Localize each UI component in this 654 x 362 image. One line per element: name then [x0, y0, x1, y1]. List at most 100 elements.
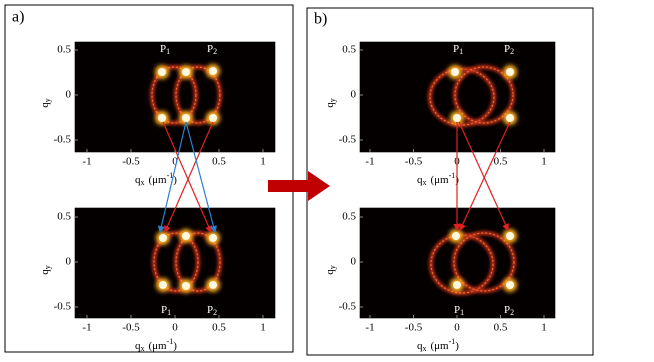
y-tick-label: -0.5 [54, 301, 72, 313]
label-part: q [324, 269, 336, 275]
label-part: P [504, 43, 510, 55]
label-part: -1 [167, 337, 174, 346]
peak-label: P1 [454, 304, 464, 317]
label-part: P [207, 43, 213, 55]
x-tick-label: -0.5 [405, 156, 423, 168]
label-part: x [423, 178, 427, 187]
peak-connector [157, 121, 187, 234]
x-axis-label: qx(μm-1) [417, 171, 459, 187]
peak-spot [182, 114, 190, 122]
peak-spot [209, 114, 217, 122]
x-tick-label: 1 [260, 322, 266, 334]
x-tick-label: -0.5 [122, 322, 140, 334]
x-axis-label: qx(μm-1) [135, 337, 177, 353]
peak-spot [209, 281, 217, 289]
panel-label: a) [12, 9, 24, 26]
label-part: P [454, 304, 460, 316]
peak-spot [209, 234, 217, 242]
x-tick-label: 1 [260, 156, 266, 168]
ring-core [175, 232, 221, 292]
label-part: -1 [449, 337, 456, 346]
x-tick-label: -0.5 [122, 156, 140, 168]
x-tick-label: 0.5 [494, 322, 508, 334]
label-part: (μm [149, 174, 168, 186]
label-part: P [160, 43, 166, 55]
label-part: 1 [166, 47, 170, 56]
label-part: q [324, 102, 336, 108]
peak-spot [506, 281, 514, 289]
label-part: 1 [459, 47, 463, 56]
peak-spot [159, 281, 167, 289]
y-tick-label: 0 [66, 256, 72, 268]
peak-connector [185, 121, 217, 234]
peak-spot [453, 281, 461, 289]
x-tick-label: -0.5 [405, 322, 423, 334]
label-part: (μm [431, 340, 450, 352]
label-part: q [135, 174, 141, 186]
label-part: P [161, 304, 167, 316]
y-tick-label: 0.5 [57, 44, 71, 56]
x-tick-label: 0.5 [494, 156, 508, 168]
label-part: 2 [213, 47, 217, 56]
x-tick-label: 0.5 [212, 322, 226, 334]
ring-core [175, 66, 221, 124]
peak-spot [452, 232, 460, 240]
peak-label: P1 [453, 43, 463, 56]
y-tick-label: 0.5 [342, 211, 356, 223]
y-tick-label: -0.5 [339, 134, 357, 146]
label-part: x [141, 178, 145, 187]
x-tick-label: 0.5 [212, 156, 226, 168]
y-axis-label: qy [324, 265, 337, 275]
ring-core [453, 232, 515, 292]
x-tick-label: 0 [172, 156, 178, 168]
y-tick-label: -0.5 [339, 301, 357, 313]
y-tick-label: -0.5 [54, 134, 72, 146]
y-tick-label: 0 [351, 89, 357, 101]
label-part: q [39, 269, 51, 275]
y-axis-label: qy [324, 98, 337, 108]
y-axis-label: qy [39, 98, 52, 108]
y-axis-label: qy [39, 265, 52, 275]
y-tick-label: 0 [66, 89, 72, 101]
panel-label: b) [314, 11, 327, 28]
label-part: P [207, 304, 213, 316]
label-part: P [453, 43, 459, 55]
peak-spot [158, 114, 166, 122]
peak-spot [506, 232, 514, 240]
peak-spot [506, 68, 514, 76]
x-tick-label: 0 [172, 322, 178, 334]
label-part: y [43, 265, 52, 269]
ring-core [454, 66, 514, 124]
label-part: y [328, 265, 337, 269]
peak-label: P2 [207, 304, 217, 317]
peak-connector [459, 121, 511, 232]
label-part: 2 [510, 47, 514, 56]
peak-connector [164, 121, 214, 234]
label-part: -1 [167, 171, 174, 180]
label-part: P [504, 304, 510, 316]
ring-core [429, 68, 495, 126]
peak-connector [162, 121, 212, 234]
peak-spot [451, 68, 459, 76]
panel-frame [4, 4, 294, 353]
x-tick-label: -1 [365, 322, 374, 334]
peak-label: P2 [504, 43, 514, 56]
label-part: 2 [213, 308, 217, 317]
label-part: q [417, 174, 423, 186]
peak-spot [182, 282, 190, 290]
peak-spot [158, 68, 166, 76]
y-tick-label: 0.5 [342, 44, 356, 56]
label-part: q [39, 102, 51, 108]
label-part: y [43, 98, 52, 102]
label-part: q [417, 340, 423, 352]
x-tick-label: 1 [541, 322, 547, 334]
label-part: y [328, 98, 337, 102]
label-part: (μm [431, 174, 450, 186]
label-part: 1 [460, 308, 464, 317]
peak-spot [182, 68, 190, 76]
